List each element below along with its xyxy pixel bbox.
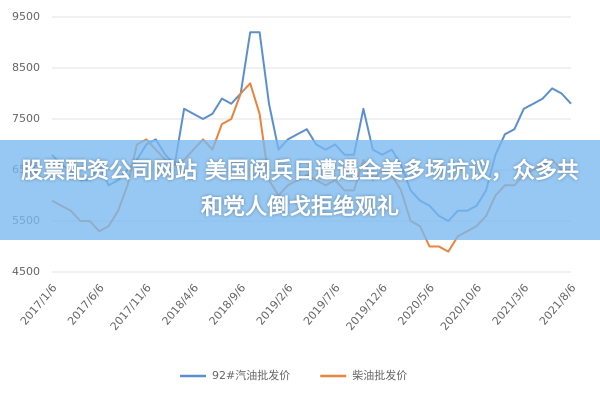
x-tick-label: 2019/2/6	[254, 282, 296, 328]
y-tick-label: 4500	[12, 265, 40, 278]
x-tick-label: 2021/3/6	[490, 282, 532, 328]
y-tick-label: 7500	[12, 112, 40, 125]
banner-text: 股票配资公司网站 美国阅兵日遭遇全美多场抗议，众多共和党人倒戈拒绝观礼	[21, 159, 579, 220]
y-tick-label: 9500	[12, 10, 40, 23]
x-tick-label: 2017/1/6	[18, 282, 60, 328]
banner: 股票配资公司网站 美国阅兵日遭遇全美多场抗议，众多共和党人倒戈拒绝观礼	[0, 140, 600, 240]
x-tick-label: 2020/5/6	[395, 282, 437, 328]
x-tick-label: 2019/7/6	[301, 282, 343, 328]
x-tick-label: 2019/12/6	[344, 282, 390, 334]
y-tick-label: 8500	[12, 61, 40, 74]
x-tick-label: 2017/11/6	[108, 282, 154, 334]
x-tick-label: 2017/6/6	[65, 282, 107, 328]
x-tick-label: 2018/4/6	[159, 282, 201, 328]
legend-label: 柴油批发价	[352, 368, 407, 382]
legend-label: 92#汽油批发价	[212, 368, 290, 382]
x-tick-label: 2021/8/6	[537, 282, 579, 328]
x-tick-label: 2020/10/6	[438, 282, 484, 334]
x-tick-label: 2018/9/6	[207, 282, 249, 328]
